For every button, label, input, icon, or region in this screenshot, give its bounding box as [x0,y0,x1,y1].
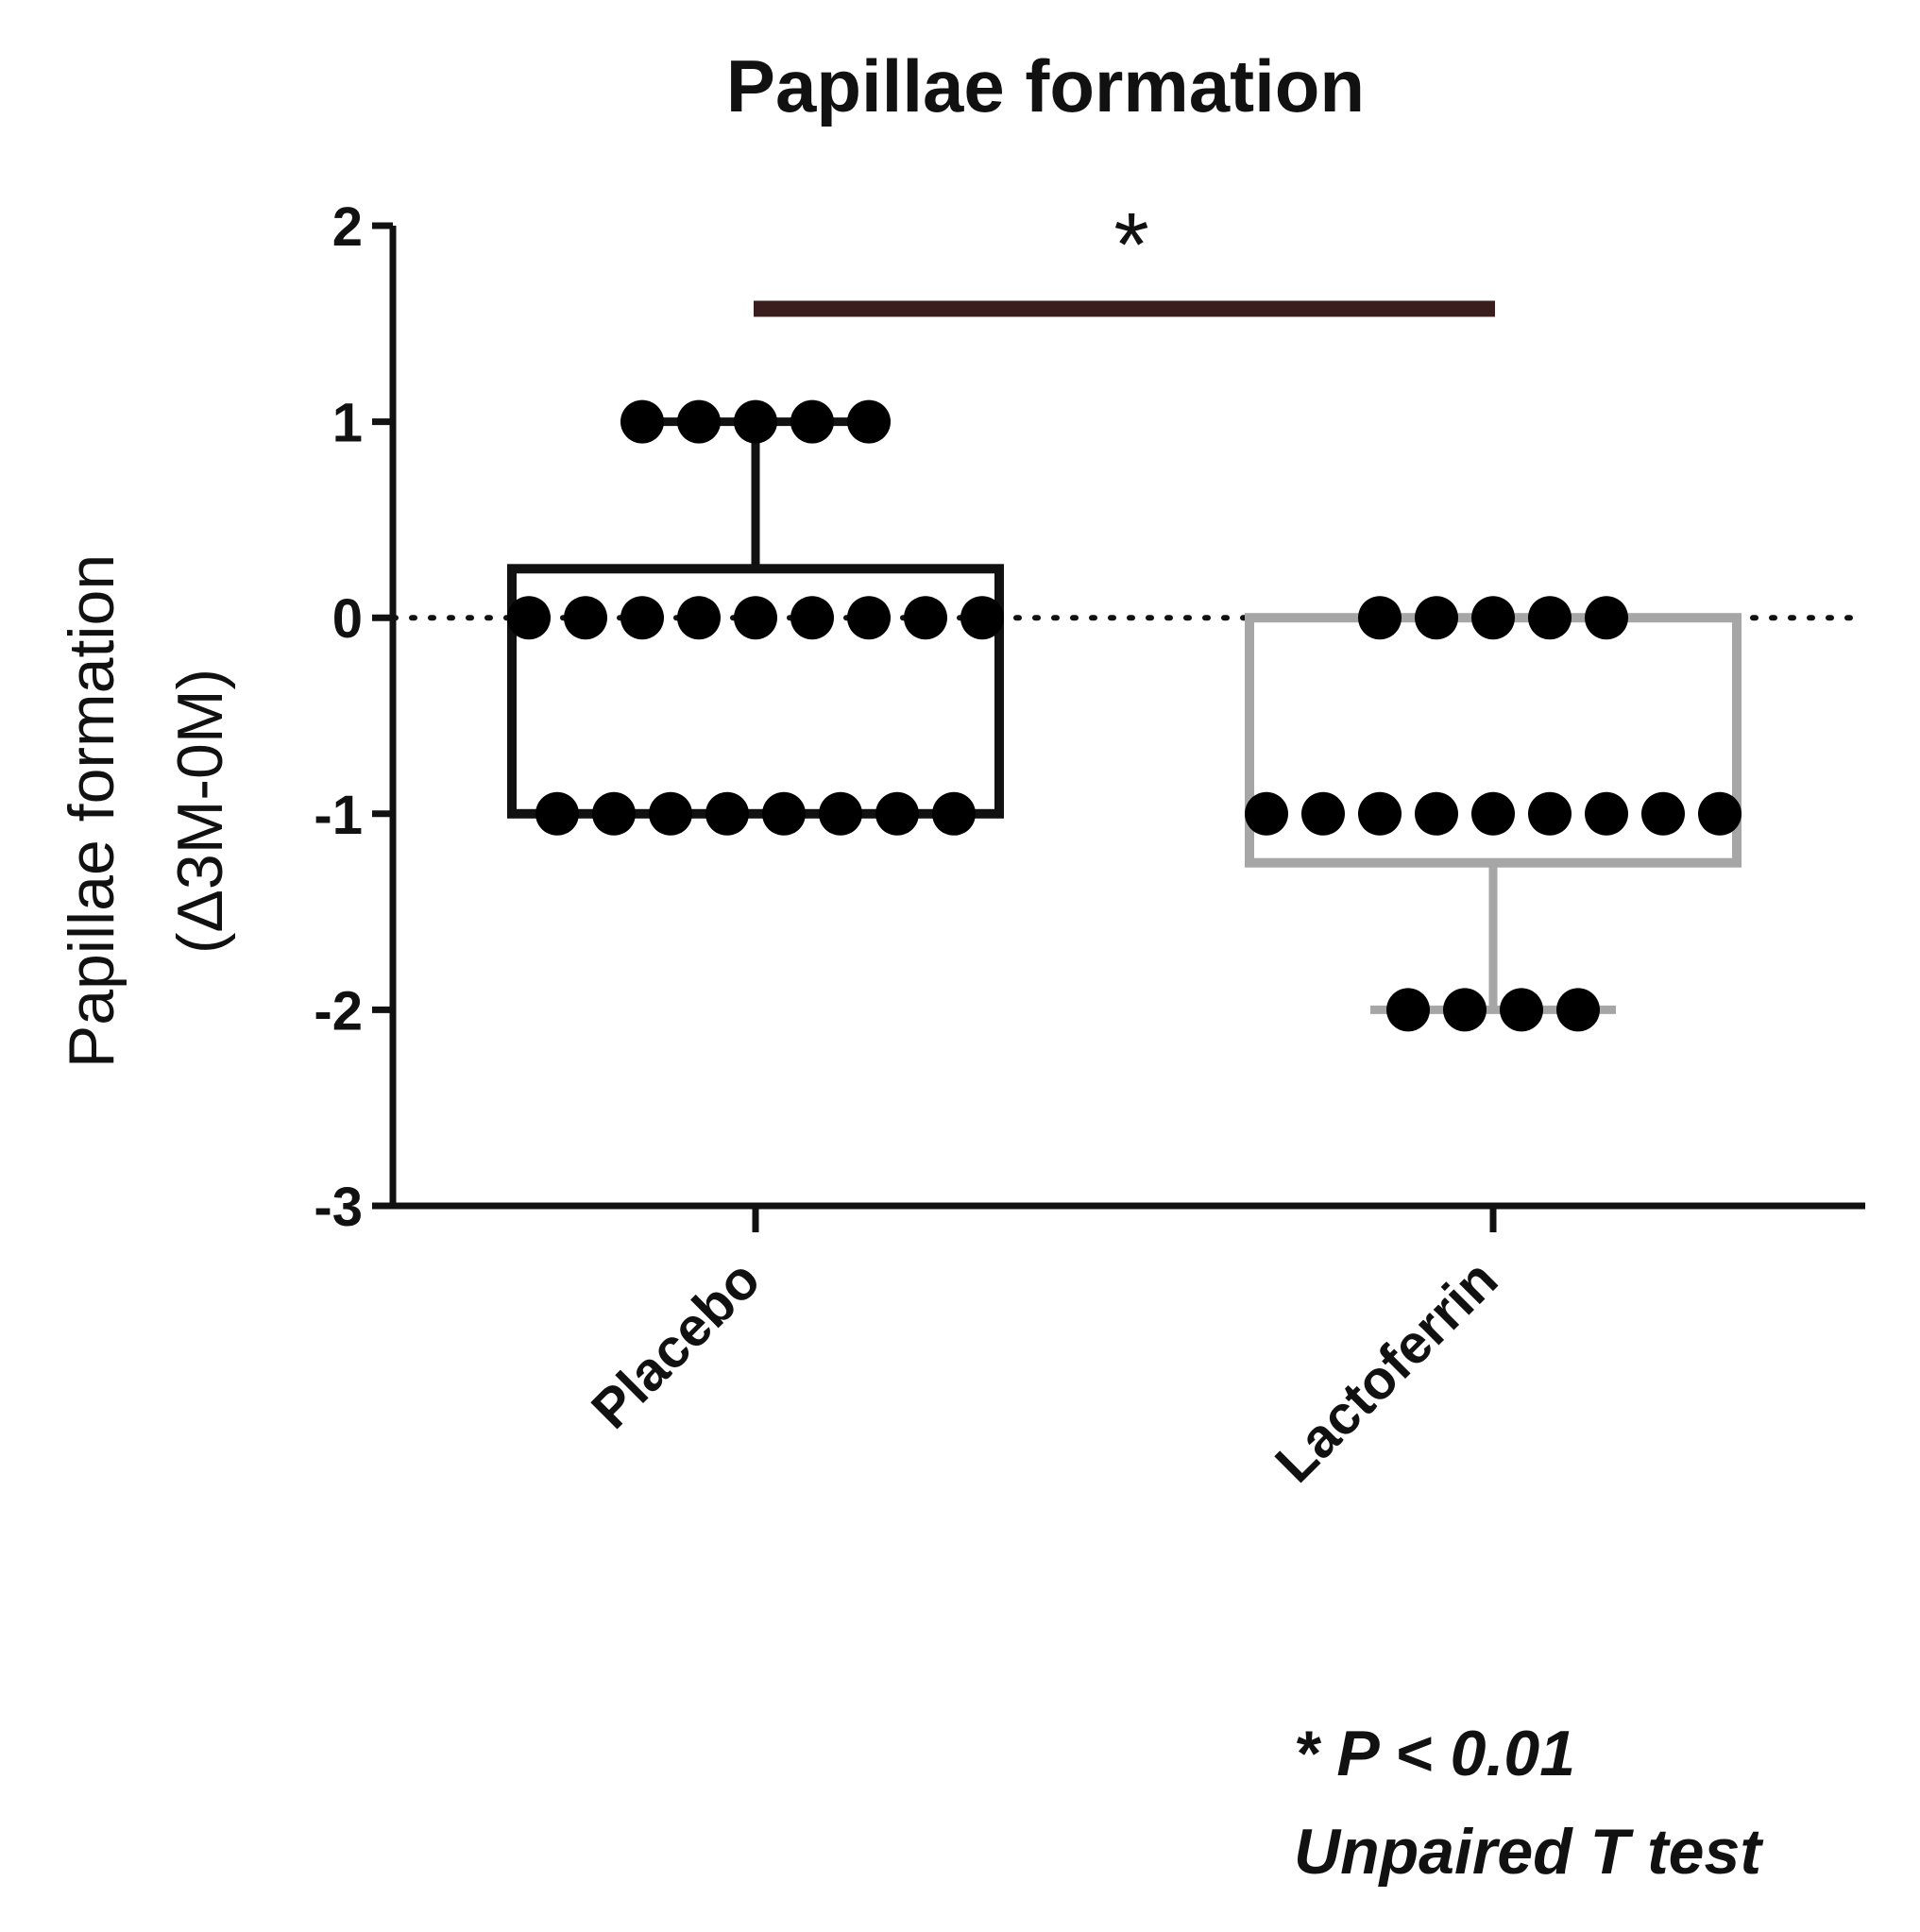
data-point [677,596,721,640]
data-point [649,791,692,836]
data-point [1386,988,1430,1032]
significance-asterisk: * [1113,195,1148,296]
box-placebo [507,564,1004,819]
data-point [1471,791,1515,836]
data-point [1528,596,1572,640]
data-point [705,791,749,836]
data-point [620,399,664,444]
data-point [1585,596,1628,640]
y-tick-label: -2 [314,980,363,1042]
data-point [564,596,607,640]
data-point [1301,791,1345,836]
y-axis-label-line1: Papillae formation [56,554,127,1068]
y-tick-label: 2 [332,196,363,258]
data-point [819,791,862,836]
data-point [734,399,777,444]
data-point [1471,596,1515,640]
data-point [1358,596,1402,640]
data-point [1415,791,1458,836]
data-point [620,596,664,640]
y-axis-label-line2: (Δ3M-0M) [164,669,236,954]
data-point [677,399,721,444]
data-point [1415,596,1458,640]
data-point [1585,791,1628,836]
data-point [1443,988,1487,1032]
data-point [875,791,919,836]
data-point [932,791,976,836]
chart-title: Papillae formation [726,44,1365,127]
data-point [1641,791,1685,836]
data-point [734,596,777,640]
data-point [592,791,636,836]
statistics-note-line2: Unpaired T test [1294,1816,1763,1888]
data-point [790,596,834,640]
data-point [847,596,891,640]
data-point [1245,791,1288,836]
data-point [762,791,806,836]
data-point [904,596,947,640]
statistics-note-line1: * P < 0.01 [1294,1718,1575,1789]
y-tick-label: -1 [314,785,363,846]
data-point [535,791,579,836]
data-point [847,399,891,444]
statistics-note: * P < 0.01 Unpaired T test [1294,1718,1763,1888]
data-point [507,596,551,640]
x-tick-label: Placebo [580,1248,772,1440]
x-tick-label: Lactoferrin [1264,1248,1509,1494]
data-point [1556,988,1600,1032]
plot-area: 2 1 0 -1 -2 -3 Placebo Lactoferrin [314,196,1868,1494]
y-tick-label: 0 [332,588,363,650]
y-tick-label: 1 [332,393,363,454]
y-tick-label: -3 [314,1177,363,1238]
data-point [1528,791,1572,836]
data-point [1500,988,1543,1032]
data-point [790,399,834,444]
data-point [1698,791,1742,836]
data-point [960,596,1004,640]
data-point [1358,791,1402,836]
y-axis-label: Papillae formation (Δ3M-0M) [56,554,236,1068]
